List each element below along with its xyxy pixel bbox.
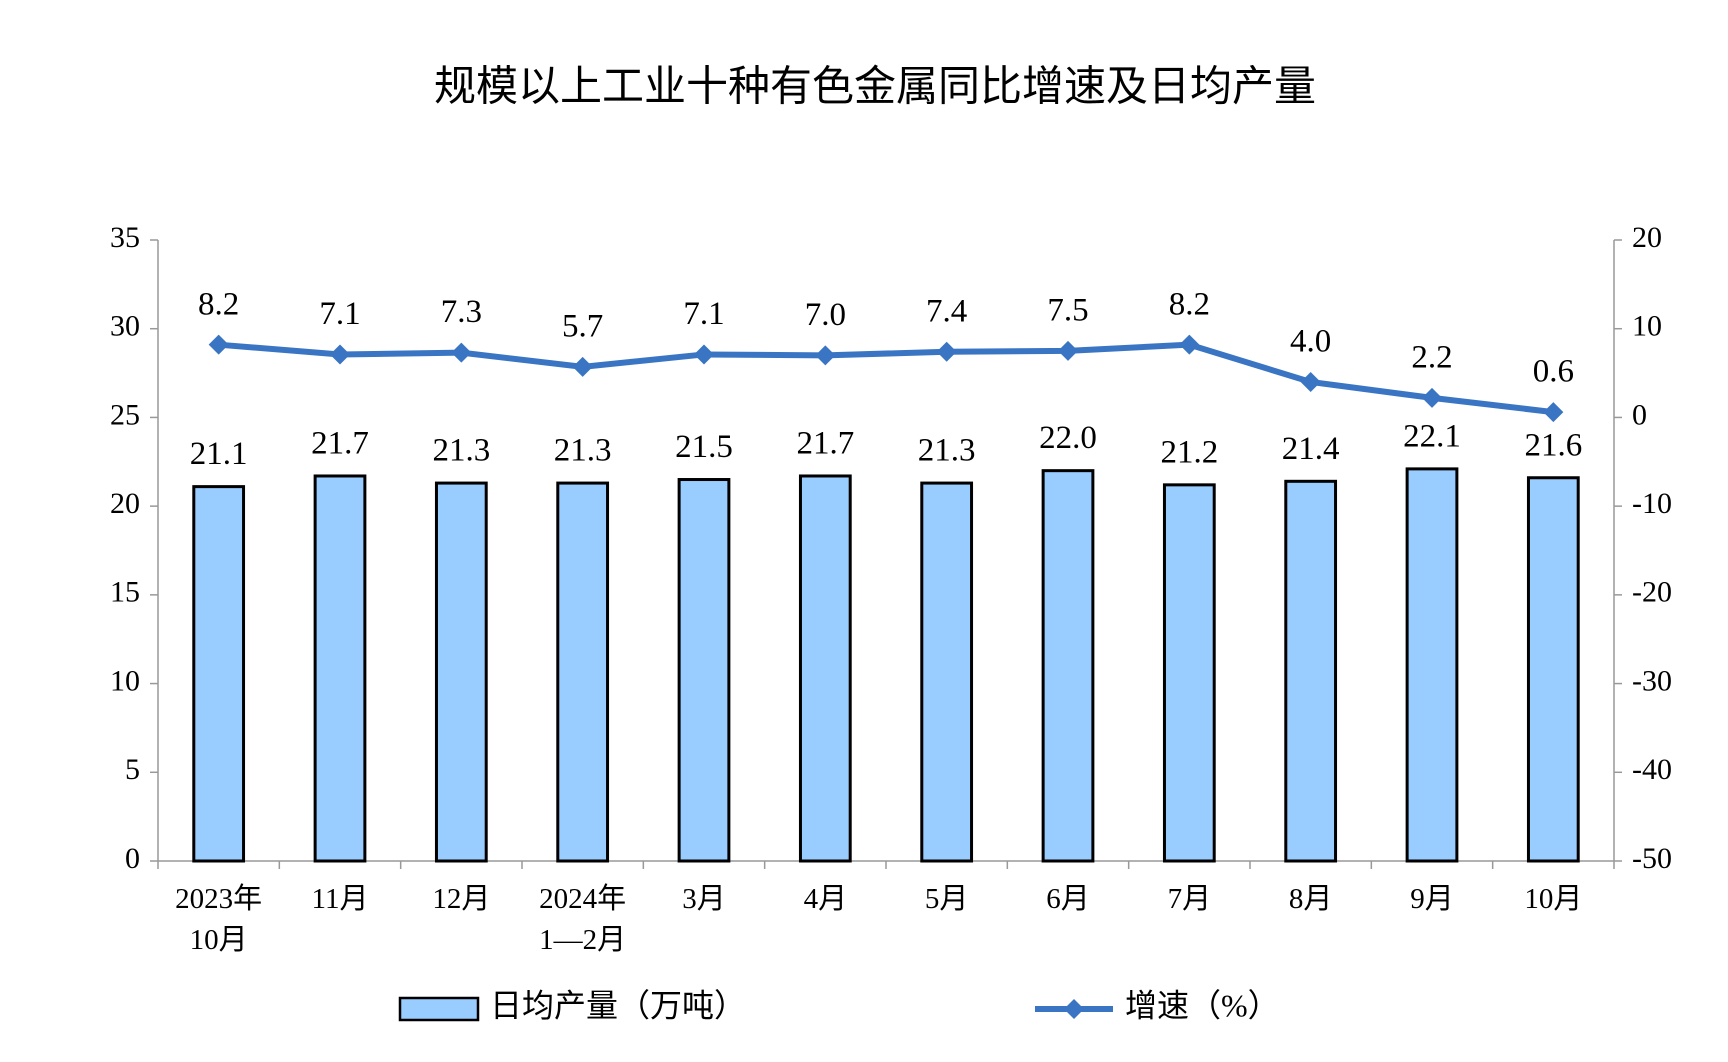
line-marker: [451, 342, 472, 363]
y2-tick-label: 0: [1632, 398, 1647, 431]
y2-tick-label: -10: [1632, 487, 1672, 520]
bar: [192, 485, 246, 863]
bar: [1284, 479, 1338, 863]
bar-value-label: 21.4: [1282, 431, 1340, 467]
line-marker: [815, 345, 836, 366]
x-tick-label: 4月: [803, 883, 848, 915]
legend-label: 增速（%）: [1125, 987, 1280, 1023]
bar-value-label: 22.0: [1039, 420, 1097, 456]
bar: [1405, 467, 1459, 863]
y-tick-label: 15: [110, 576, 140, 609]
x-tick-label: 2024年 1—2月: [539, 883, 627, 956]
x-tick-label: 8月: [1288, 883, 1333, 915]
bar: [1041, 469, 1095, 863]
x-tick-label: 6月: [1046, 883, 1090, 915]
y-tick-label: 30: [110, 310, 140, 343]
bar-value-label: 21.7: [796, 426, 854, 462]
line-marker: [1179, 334, 1200, 355]
bar-value-label: 21.3: [432, 433, 490, 469]
line-marker: [1543, 402, 1564, 423]
line-marker: [1058, 340, 1078, 361]
line-value-label: 2.2: [1411, 339, 1452, 375]
bar-value-label: 21.1: [190, 436, 248, 472]
y-tick-label: 35: [110, 221, 140, 254]
bar: [1526, 476, 1580, 863]
line-value-label: 7.3: [441, 294, 482, 330]
line-value-label: 7.1: [683, 296, 724, 332]
x-tick-label: 3月: [682, 883, 726, 915]
y-tick-label: 0: [125, 842, 140, 875]
line-marker: [572, 356, 593, 377]
y-tick-label: 20: [110, 487, 140, 520]
y2-tick-label: -20: [1632, 576, 1672, 609]
line-value-label: 7.1: [319, 296, 360, 332]
line-value-label: 8.2: [198, 286, 239, 322]
line-marker: [694, 344, 714, 365]
x-tick-label: 5月: [924, 883, 969, 915]
legend-marker: [1064, 999, 1084, 1019]
bar-value-label: 21.5: [675, 429, 733, 465]
bar: [434, 481, 488, 863]
line-marker: [936, 341, 957, 362]
bar-value-label: 22.1: [1403, 418, 1461, 454]
bar: [313, 474, 367, 863]
line-value-label: 7.4: [926, 293, 967, 329]
y2-tick-label: -50: [1632, 842, 1672, 875]
line-value-label: 0.6: [1533, 354, 1574, 390]
bar: [1162, 483, 1216, 863]
line-value-label: 8.2: [1169, 286, 1210, 322]
x-tick-label: 9月: [1410, 883, 1454, 915]
legend-swatch: [398, 996, 480, 1022]
y2-tick-label: -30: [1632, 664, 1672, 697]
line-marker: [330, 344, 350, 365]
bar-value-label: 21.2: [1160, 434, 1218, 470]
line-value-label: 7.0: [805, 297, 846, 333]
bar: [556, 481, 610, 863]
bar-value-label: 21.3: [554, 433, 612, 469]
x-tick-label: 7月: [1167, 883, 1212, 915]
bar: [677, 478, 731, 863]
line-marker: [1422, 387, 1442, 408]
y2-tick-label: 20: [1632, 221, 1662, 254]
x-tick-label: 12月: [432, 883, 491, 915]
bar-value-label: 21.3: [918, 433, 976, 469]
y-tick-label: 5: [125, 753, 140, 786]
line-marker: [208, 334, 229, 355]
x-tick-label: 2023年 10月: [175, 883, 263, 956]
line-marker: [1300, 371, 1321, 392]
bar-value-label: 21.6: [1524, 427, 1582, 463]
line-value-label: 5.7: [562, 308, 603, 344]
bar-value-label: 21.7: [311, 426, 369, 462]
x-tick-label: 11月: [311, 883, 369, 915]
chart-title: 规模以上工业十种有色金属同比增速及日均产量: [434, 64, 1316, 111]
line: [218, 341, 1554, 416]
line-value-label: 7.5: [1047, 292, 1088, 328]
line-value-label: 4.0: [1290, 324, 1331, 360]
bar: [920, 481, 974, 863]
y2-tick-label: -40: [1632, 753, 1672, 786]
y-tick-label: 25: [110, 398, 140, 431]
x-tick-label: 10月: [1524, 883, 1583, 915]
bar: [798, 474, 852, 863]
y2-tick-label: 10: [1632, 310, 1662, 343]
legend-label: 日均产量（万吨）: [490, 987, 746, 1023]
y-tick-label: 10: [110, 664, 140, 697]
